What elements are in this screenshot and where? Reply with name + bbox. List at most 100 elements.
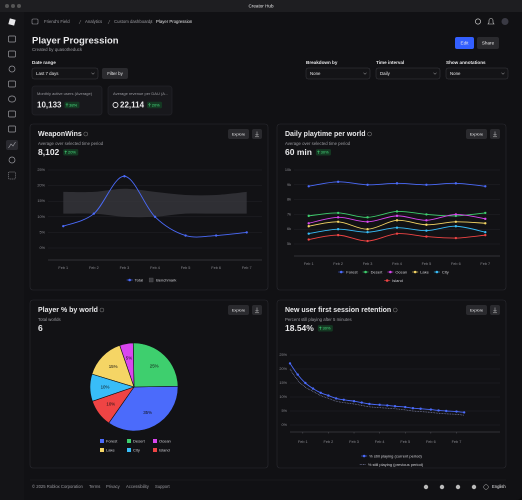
explore-button[interactable] bbox=[466, 129, 487, 139]
window-title: Creator Hub bbox=[248, 4, 273, 9]
nav-icon[interactable] bbox=[8, 95, 16, 103]
footer-link[interactable]: Privacy bbox=[106, 484, 121, 489]
explore-button-label[interactable]: Explore bbox=[232, 307, 246, 312]
window-control[interactable] bbox=[5, 4, 9, 8]
edit-button-label[interactable]: Edit bbox=[461, 41, 470, 46]
legend-swatch bbox=[385, 279, 389, 282]
nav-icon[interactable] bbox=[8, 156, 16, 164]
filter-value[interactable]: None bbox=[450, 71, 461, 76]
chevron bbox=[501, 72, 505, 75]
filter-select[interactable] bbox=[375, 67, 441, 80]
data-point bbox=[484, 233, 487, 237]
legend-swatch bbox=[339, 270, 343, 274]
footer-link[interactable]: Accessibility bbox=[126, 484, 150, 489]
sidebar-toggle[interactable] bbox=[31, 18, 39, 25]
window-control[interactable] bbox=[17, 4, 21, 8]
filter-button-label[interactable]: Filter by bbox=[107, 71, 123, 76]
info-icon bbox=[367, 131, 372, 137]
social-icon[interactable] bbox=[439, 484, 445, 490]
data-point bbox=[411, 407, 415, 410]
panel-title: Daily playtime per world bbox=[285, 131, 366, 138]
data-point bbox=[368, 402, 371, 406]
nav-icon[interactable] bbox=[8, 125, 16, 133]
explore-button[interactable] bbox=[466, 305, 487, 315]
y-tick-label: 7k bbox=[287, 212, 291, 216]
x-tick-label: Feb 1 bbox=[304, 262, 314, 266]
data-point bbox=[311, 387, 315, 390]
data-point bbox=[214, 234, 218, 237]
data-point bbox=[92, 212, 96, 215]
notifications-icon[interactable] bbox=[487, 18, 495, 25]
filter-select[interactable] bbox=[31, 67, 99, 80]
language-icon bbox=[483, 484, 489, 490]
data-point bbox=[454, 220, 458, 223]
x-tick-label: Feb 3 bbox=[363, 262, 373, 266]
nav-icon[interactable] bbox=[8, 110, 16, 118]
change-value: 38% bbox=[69, 102, 77, 107]
chevron bbox=[363, 72, 367, 75]
edit-button[interactable] bbox=[455, 37, 474, 49]
up-arrow bbox=[65, 103, 69, 107]
nav-icon[interactable] bbox=[8, 80, 16, 88]
filter-label: Show annotations bbox=[446, 60, 486, 65]
legend-label: Lake bbox=[420, 269, 429, 274]
filter-select[interactable] bbox=[445, 67, 509, 80]
legend-swatch bbox=[128, 278, 131, 282]
pie-slice bbox=[92, 386, 135, 424]
legend-swatch bbox=[100, 439, 104, 443]
data-point bbox=[336, 220, 340, 223]
breadcrumb-item[interactable]: Custom dashboards bbox=[114, 19, 152, 24]
explore-button[interactable] bbox=[228, 129, 249, 139]
breadcrumb-item[interactable]: Friend's Field bbox=[44, 19, 70, 24]
x-tick-label: Feb 5 bbox=[181, 266, 191, 270]
social-icon[interactable] bbox=[455, 484, 461, 490]
share-button-label[interactable]: Share bbox=[482, 41, 495, 46]
explore-button-label[interactable]: Explore bbox=[470, 131, 484, 136]
data-point bbox=[184, 234, 187, 237]
data-point bbox=[288, 362, 292, 365]
nav-icon[interactable] bbox=[8, 171, 16, 180]
search-icon[interactable] bbox=[475, 18, 481, 25]
legend-label: % still playing (current period) bbox=[369, 453, 422, 458]
filter-button[interactable] bbox=[102, 68, 128, 79]
share-button[interactable] bbox=[477, 37, 499, 49]
info-icon bbox=[83, 131, 89, 137]
change-badge bbox=[315, 149, 331, 156]
explore-button[interactable] bbox=[228, 305, 249, 315]
nav-icon[interactable] bbox=[8, 50, 16, 58]
footer-link[interactable]: Terms bbox=[89, 484, 100, 489]
series-line bbox=[289, 368, 465, 416]
avatar[interactable] bbox=[501, 18, 509, 25]
data-point bbox=[296, 373, 299, 376]
legend-label: Ocean bbox=[159, 438, 171, 443]
breadcrumb-item[interactable]: Analytics bbox=[85, 19, 102, 24]
window-control[interactable] bbox=[11, 4, 15, 8]
data-point bbox=[454, 225, 458, 228]
filter-value[interactable]: Last 7 days bbox=[36, 71, 59, 76]
legend-label: Ocean bbox=[395, 269, 407, 274]
explore-button-label[interactable]: Explore bbox=[232, 131, 246, 136]
info-icon bbox=[392, 307, 398, 313]
nav-icon[interactable] bbox=[8, 35, 16, 43]
language-selector[interactable]: English bbox=[492, 484, 506, 489]
explore-button-label[interactable]: Explore bbox=[470, 307, 484, 312]
filter-value[interactable]: Daily bbox=[380, 71, 391, 76]
breadcrumb-separator bbox=[107, 19, 111, 25]
legend-swatch bbox=[148, 277, 154, 283]
legend-label: Island bbox=[159, 447, 170, 452]
x-tick-label: Feb 2 bbox=[333, 262, 343, 266]
data-point bbox=[304, 381, 307, 385]
data-point bbox=[445, 409, 448, 413]
social-icon[interactable] bbox=[471, 484, 477, 490]
legend-swatch bbox=[127, 439, 131, 443]
filter-select[interactable] bbox=[305, 67, 371, 80]
breadcrumb-separator bbox=[149, 19, 153, 25]
nav-icon[interactable] bbox=[8, 141, 16, 149]
social-icon[interactable] bbox=[423, 484, 429, 490]
footer-link[interactable]: Support bbox=[155, 484, 171, 489]
x-tick-label: Feb 4 bbox=[392, 262, 402, 266]
filter-value[interactable]: None bbox=[310, 71, 321, 76]
logo[interactable] bbox=[8, 18, 16, 26]
x-tick-label: Feb 6 bbox=[426, 440, 436, 444]
nav-icon[interactable] bbox=[8, 65, 16, 73]
